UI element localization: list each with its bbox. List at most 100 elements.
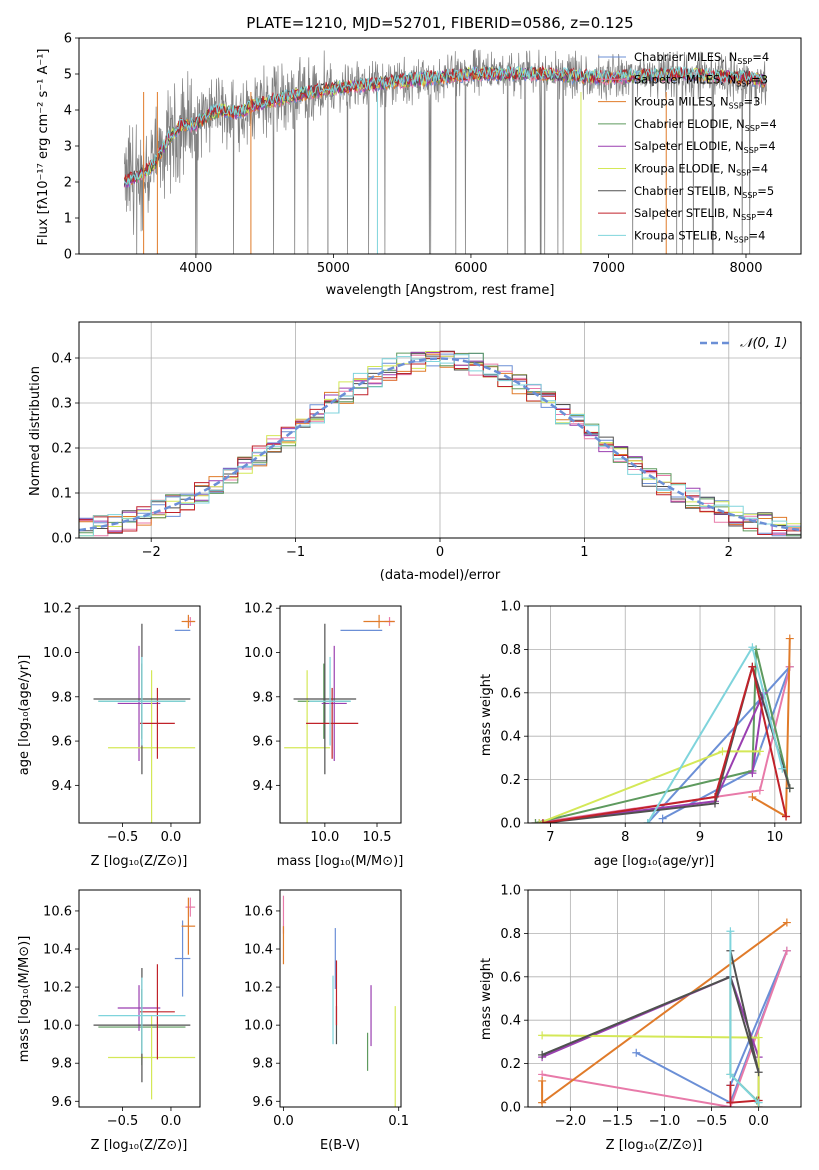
y-tick-label: 9.8 [51,690,72,705]
z-mass-xlabel: Z [log₁₀(Z/Z⊙)] [91,1138,188,1153]
y-tick-label: 0.0 [500,817,521,832]
x-tick-label: −0.5 [107,1114,139,1129]
weight-marker [538,819,547,823]
weight-marker [782,812,791,821]
y-tick-label: 9.8 [252,690,273,705]
weight-marker [726,927,735,936]
weight-line [541,950,760,1073]
x-tick-label: 9 [696,830,704,845]
y-tick-label: 1.0 [500,600,521,615]
y-tick-label: 10.2 [244,602,273,617]
x-tick-label: −0.5 [696,1114,728,1129]
legend-label-sub: SSP [734,235,749,244]
weight-marker [748,769,757,778]
errorbar-series [282,895,396,1107]
legend-label-eq: =4 [759,139,776,153]
y-tick-label: 10.2 [43,602,72,617]
weight-marker [778,764,787,773]
spectrum-ylabel: Flux [fλ10⁻¹⁷ erg cm⁻² s⁻¹ A⁻¹] [36,49,51,246]
y-tick-label: 10.6 [43,904,72,919]
x-tick-label: 8000 [729,261,762,276]
x-tick-label: 1 [580,545,588,560]
errorbar-series [93,614,196,823]
weight-marker [785,634,794,643]
weight-marker [754,1098,763,1107]
weight-marker [710,792,719,801]
weight-line [535,649,791,823]
y-tick-label: 9.6 [252,735,273,750]
y-tick-label: 9.8 [51,1057,72,1072]
residual-xlabel: (data-model)/error [380,568,501,583]
weight-line [542,666,787,823]
x-tick-label: 0 [436,545,444,560]
weight-marker [755,747,764,756]
legend-label-eq: =4 [756,206,773,220]
age-weight-xlabel: age [log₁₀(age/yr)] [594,854,715,869]
weight-marker [726,1098,735,1107]
y-tick-label: 0.1 [51,487,72,502]
residual-panel: −2 −1 0 1 2 0.0 0.1 0.2 0.3 0.4 (data-model)/erro… [28,321,802,583]
y-tick-label: 0.6 [500,970,521,985]
legend-label-eq: =3 [751,72,768,86]
weight-marker [538,1050,547,1059]
legend-label-eq: =3 [744,95,761,109]
y-tick-label: 0.4 [51,352,72,367]
y-tick-label: 9.6 [252,1095,273,1110]
y-tick-label: 0.0 [51,532,72,547]
x-tick-label: −1.0 [649,1114,681,1129]
y-tick-label: 9.6 [51,735,72,750]
y-tick-label: 10.0 [43,646,72,661]
histogram-series [79,350,801,538]
normal-reference-curve [79,357,801,532]
weight-series [531,634,794,823]
weight-marker [538,1031,547,1040]
weight-line [539,692,765,823]
plot-frame [78,605,201,824]
x-tick-label: 2 [725,545,733,560]
weight-marker [785,784,794,793]
plot-frame [78,321,802,539]
weight-series [538,918,791,1107]
x-tick-label: 8 [621,830,629,845]
y-tick-label: 2 [64,176,72,191]
x-tick-label: −1.5 [602,1114,634,1129]
weight-marker [754,1068,763,1077]
legend-label-sub: SSP [745,124,760,133]
weight-marker [643,819,652,823]
x-tick-label: 0.0 [161,1114,182,1129]
y-tick-label: 0.8 [500,927,521,942]
y-tick-label: 5 [64,68,72,83]
weight-marker [755,786,764,795]
weight-marker [538,1076,547,1085]
weight-marker [782,946,791,955]
legend-label-sub: SSP [744,146,759,155]
weight-marker [538,1098,547,1107]
y-tick-label: 10.0 [43,1019,72,1034]
x-tick-label: 0.0 [273,1114,294,1129]
z-mass-ylabel: mass [log₁₀(M/M⊙)] [17,936,32,1063]
legend-label-sub: SSP [741,213,756,222]
plot-frame [527,889,802,1108]
legend-label-sub: SSP [742,191,757,200]
spectrum-panel: PLATE=1210, MJD=52701, FIBERID=0586, z=0… [36,14,802,298]
z-weight-plot: −2.0 −1.5 −1.0 −0.5 0.0 0.0 0.2 0.4 0.6 0.8 1.0 [500,884,802,1129]
legend-label: Salpeter MILES, NSSP=3 [634,72,768,88]
legend-label-eq: =4 [749,228,766,242]
x-tick-label: −2.0 [555,1114,587,1129]
y-tick-label: 0.0 [500,1101,521,1116]
plot-frame [78,889,201,1108]
legend-label-sub: SSP [729,102,744,111]
residual-ylabel: Normed distribution [28,366,43,496]
y-tick-label: 4 [64,104,72,119]
mass-age-xlabel: mass [log₁₀(M/M⊙)] [277,854,404,869]
weight-marker [658,814,667,823]
y-tick-label: 0.2 [500,1057,521,1072]
legend-label: Kroupa STELIB, NSSP=4 [634,228,765,244]
x-tick-label: 10 [767,830,784,845]
spectrum-title: PLATE=1210, MJD=52701, FIBERID=0586, z=0… [246,14,633,32]
y-tick-label: 0.4 [500,1014,521,1029]
legend-label-sub: SSP [736,169,751,178]
z-age-ylabel: age [log₁₀(age/yr)] [17,655,32,776]
y-tick-label: 9.6 [51,1095,72,1110]
legend-label: Chabrier STELIB, NSSP=5 [634,184,774,200]
